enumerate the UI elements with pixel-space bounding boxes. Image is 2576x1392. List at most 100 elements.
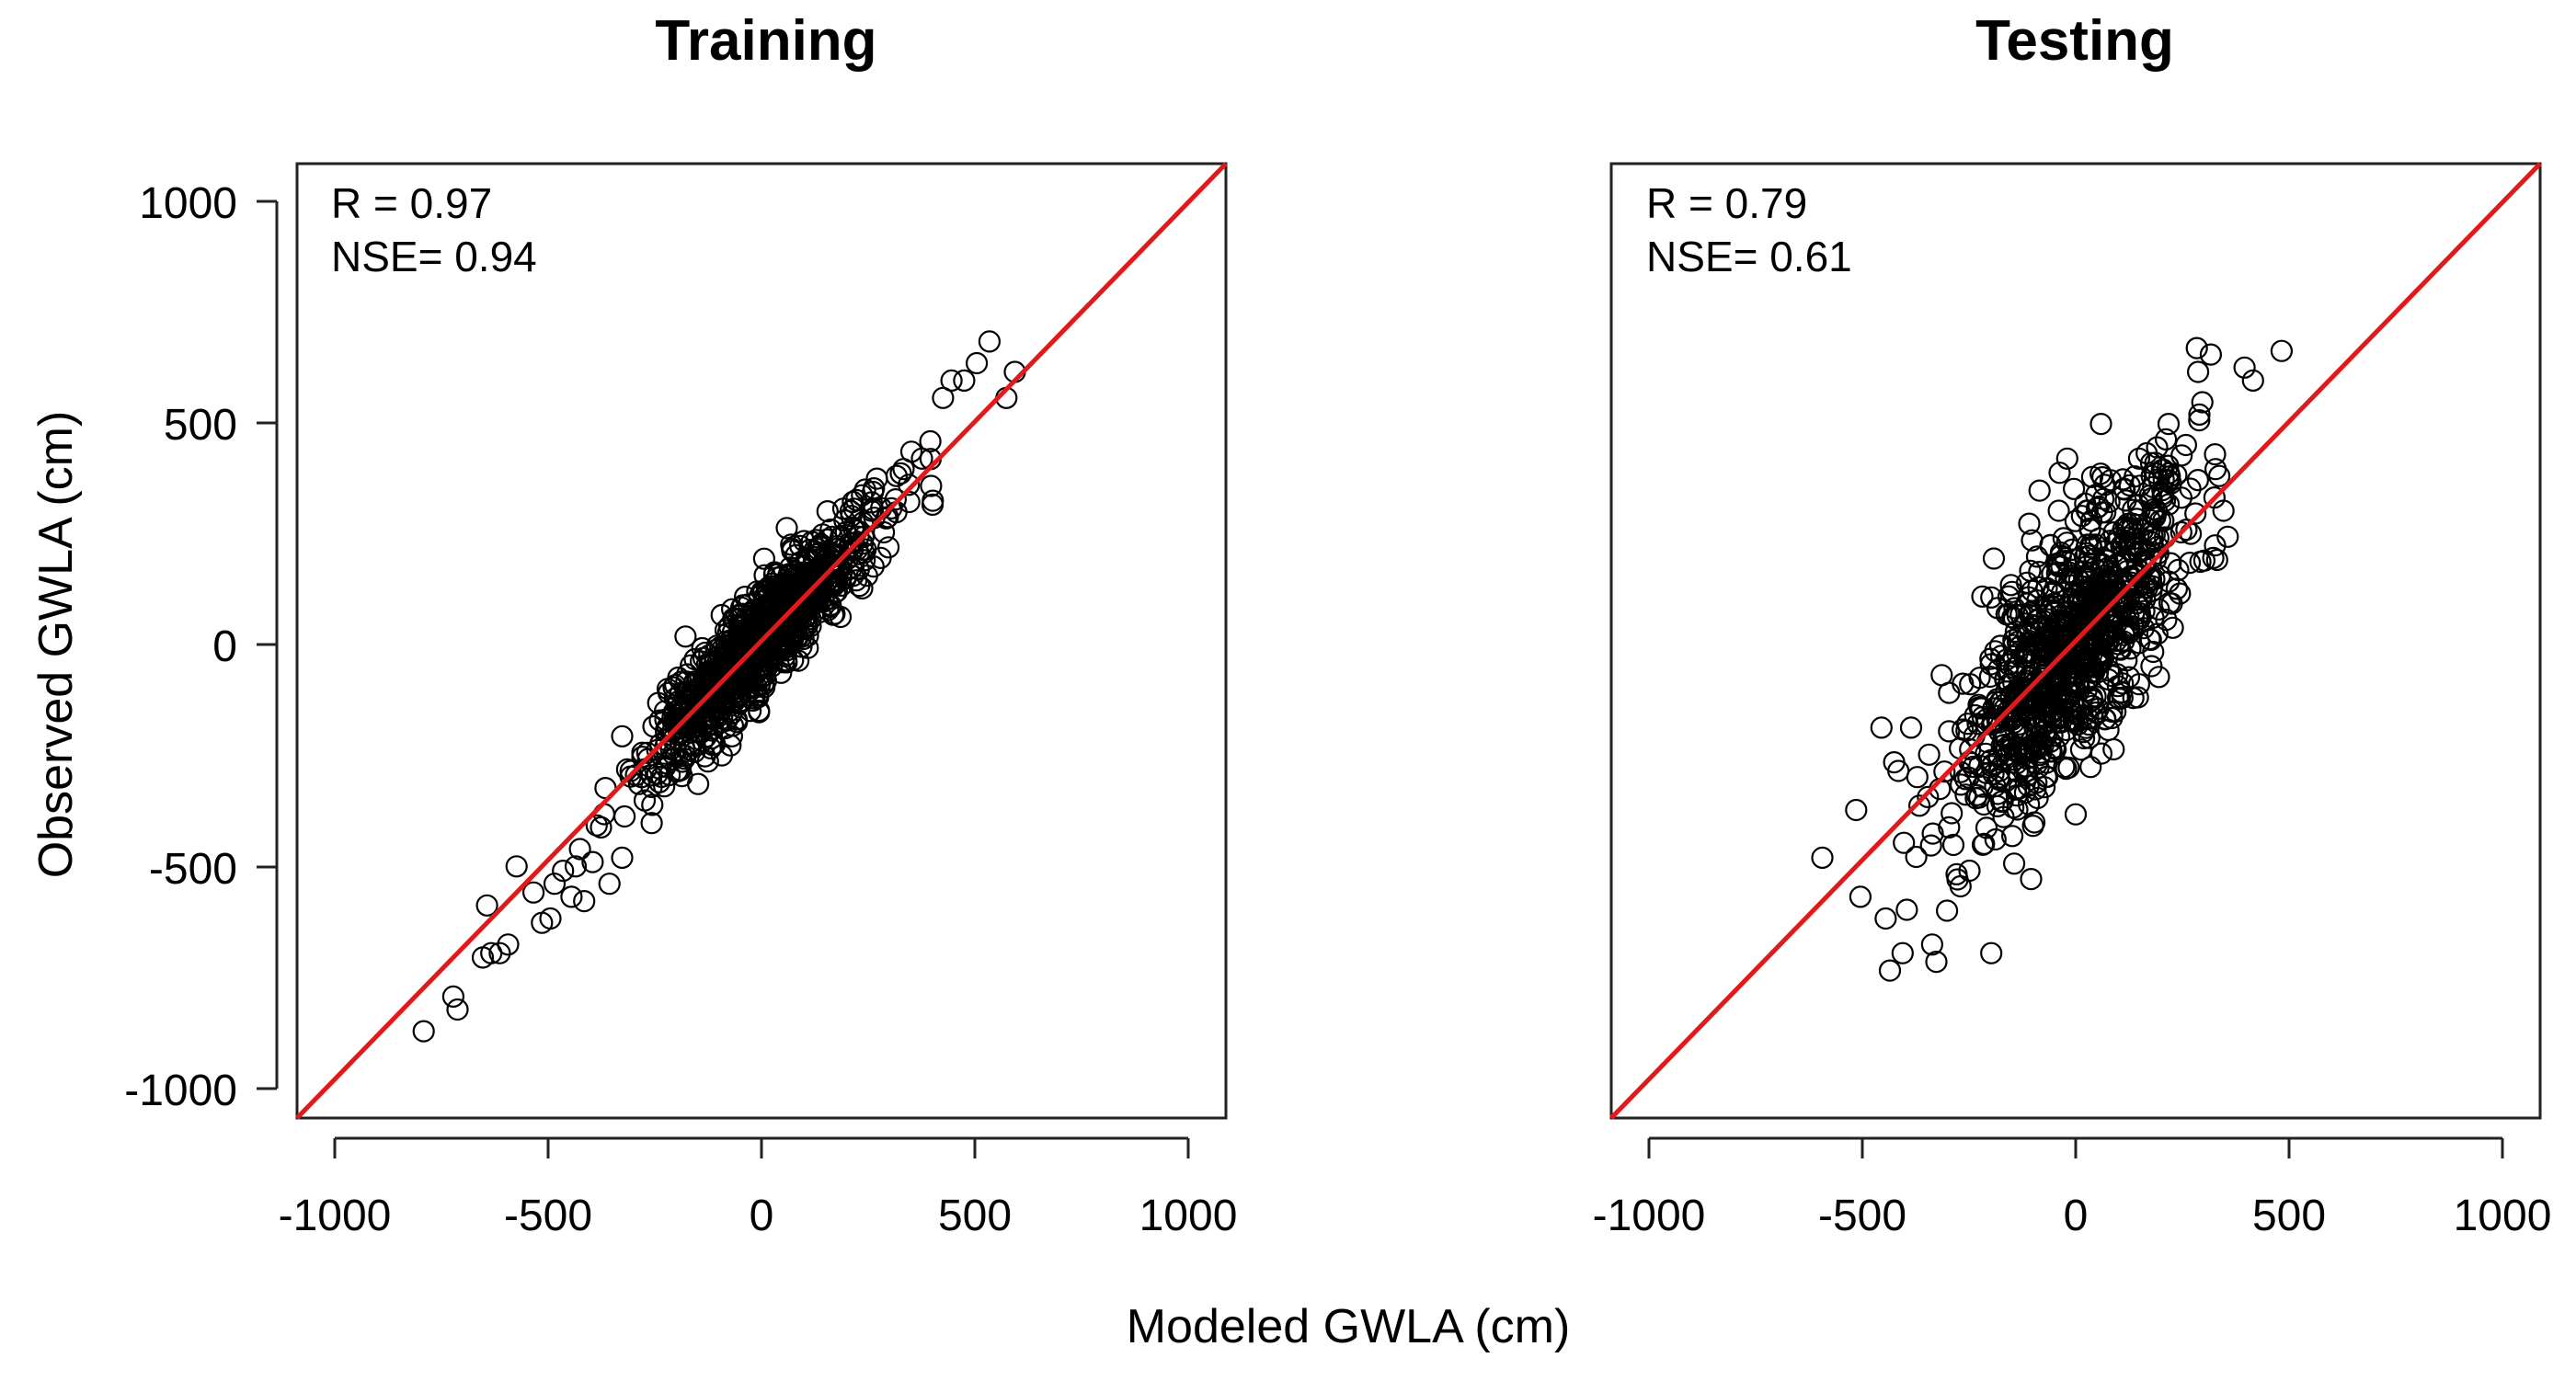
training-data-point <box>793 601 816 624</box>
testing-data-point <box>1980 586 2003 609</box>
testing-data-point <box>2018 512 2041 535</box>
training-data-point <box>441 985 464 1009</box>
training-data-point <box>685 670 708 693</box>
testing-x-axis: -1000 -500 0 500 1000 <box>1593 1136 2551 1240</box>
training-data-point <box>756 655 779 678</box>
testing-data-point <box>2016 645 2039 667</box>
training-y-tick-label: 1000 <box>139 179 237 228</box>
testing-data-point <box>2036 656 2059 679</box>
training-data-point <box>800 581 824 605</box>
training-data-point <box>716 681 739 704</box>
testing-data-point <box>2139 628 2162 652</box>
training-y-tick-label: 0 <box>212 622 237 671</box>
testing-data-point <box>2147 666 2170 689</box>
testing-data-point <box>2114 515 2138 539</box>
testing-data-point <box>1971 833 1995 856</box>
testing-data-point <box>2074 492 2097 515</box>
testing-data-point <box>2056 587 2079 610</box>
testing-data-point <box>1908 794 1931 817</box>
testing-data-point <box>2028 479 2051 502</box>
testing-data-point <box>2165 577 2188 600</box>
testing-data-point <box>2174 433 2197 457</box>
training-data-point <box>922 489 945 512</box>
testing-data-point <box>2119 571 2142 594</box>
testing-data-point <box>2048 462 2071 485</box>
testing-data-point <box>1887 759 1910 782</box>
training-data-point <box>674 707 697 731</box>
testing-data-point <box>1950 773 1973 796</box>
testing-data-point <box>1975 761 1998 784</box>
testing-r-annotation: R = 0.79 <box>1646 179 1807 227</box>
training-data-point <box>682 716 705 739</box>
testing-data-point <box>2161 616 2184 639</box>
testing-data-point <box>1984 640 2007 663</box>
training-y-axis: 1000 500 0 -500 -1000 <box>124 179 279 1115</box>
testing-data-point <box>2004 620 2027 644</box>
training-data-point <box>789 625 813 648</box>
training-data-point <box>657 681 681 704</box>
testing-data-point <box>2089 742 2112 765</box>
testing-data-point <box>2064 803 2088 826</box>
testing-data-point <box>1893 831 1916 854</box>
testing-data-point <box>2102 737 2125 761</box>
training-data-point <box>710 603 733 627</box>
training-nse-annotation: NSE= 0.94 <box>331 233 537 280</box>
testing-data-point <box>2127 673 2150 696</box>
training-data-point <box>825 550 849 573</box>
training-data-point <box>721 714 745 737</box>
training-data-point <box>619 759 642 782</box>
testing-data-point <box>2025 725 2048 748</box>
training-points <box>412 330 1026 1043</box>
testing-data-point <box>2128 601 2151 625</box>
testing-data-point <box>2140 486 2163 510</box>
testing-data-point <box>2142 640 2165 664</box>
testing-data-point <box>2170 520 2192 544</box>
testing-data-point <box>1891 941 1914 964</box>
training-data-point <box>640 764 663 787</box>
training-data-point <box>666 759 689 782</box>
training-data-point <box>560 885 583 908</box>
training-data-point <box>763 580 786 603</box>
testing-title: Testing <box>1975 9 2174 73</box>
testing-data-point <box>1941 833 1965 857</box>
testing-data-point <box>2241 369 2264 392</box>
testing-data-point <box>1921 822 1944 845</box>
testing-data-point <box>1957 766 1980 789</box>
training-data-point <box>753 564 776 587</box>
testing-data-point <box>1985 690 2008 713</box>
testing-data-point <box>2039 534 2062 557</box>
testing-data-point <box>2126 533 2149 556</box>
training-data-point <box>965 351 989 375</box>
testing-data-point <box>1849 885 1872 908</box>
training-x-tick-label: 1000 <box>1139 1192 1238 1240</box>
testing-data-point <box>2186 468 2209 492</box>
testing-data-point <box>1967 693 1990 716</box>
testing-data-point <box>2101 665 2124 688</box>
testing-data-point <box>2089 413 2112 436</box>
testing-data-point <box>1982 547 2006 570</box>
testing-data-point <box>2146 622 2169 645</box>
testing-data-point <box>2064 509 2087 532</box>
testing-data-point <box>2202 546 2225 570</box>
training-title: Training <box>655 9 876 73</box>
testing-data-point <box>2063 477 2086 500</box>
testing-data-point <box>1968 786 1991 809</box>
testing-data-point <box>1986 704 2009 727</box>
testing-data-point <box>2205 548 2228 572</box>
testing-data-point <box>2088 495 2111 519</box>
testing-data-point <box>1938 720 1961 743</box>
testing-data-point <box>2158 591 2181 615</box>
testing-data-point <box>2115 560 2138 583</box>
training-data-point <box>666 716 689 739</box>
training-data-point <box>640 812 663 835</box>
training-data-point <box>750 646 773 670</box>
training-data-point <box>875 507 898 530</box>
testing-data-point <box>2178 551 2202 575</box>
training-y-tick-label: -1000 <box>124 1067 237 1115</box>
testing-data-point <box>1936 899 1959 922</box>
testing-data-point <box>1919 834 1942 857</box>
testing-data-point <box>2097 610 2120 633</box>
testing-data-point <box>2047 725 2071 748</box>
training-data-point <box>770 607 793 630</box>
testing-data-point <box>2144 503 2167 527</box>
